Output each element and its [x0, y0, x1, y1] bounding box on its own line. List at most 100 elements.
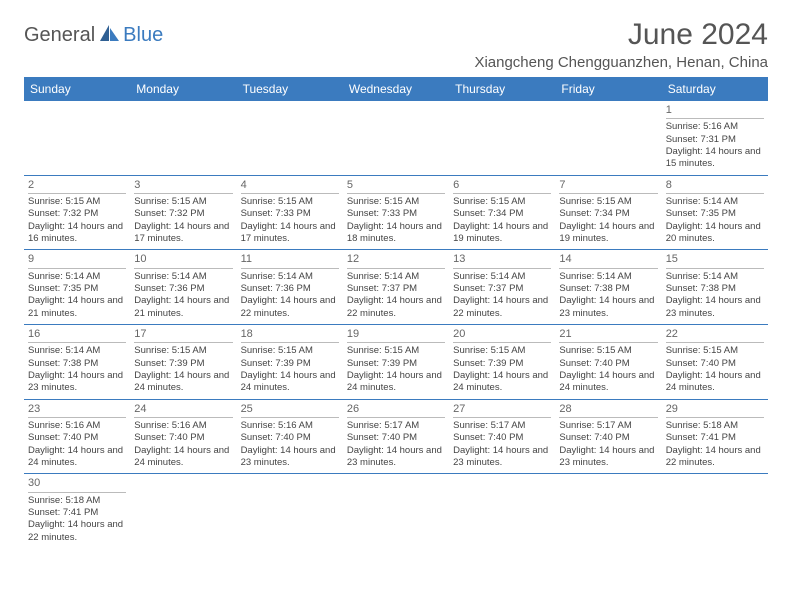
daylight-text: Daylight: 14 hours and 18 minutes. [347, 221, 445, 246]
sunrise-text: Sunrise: 5:15 AM [241, 196, 339, 208]
day-number: 27 [453, 402, 551, 418]
sunrise-text: Sunrise: 5:17 AM [347, 420, 445, 432]
sunrise-text: Sunrise: 5:15 AM [347, 345, 445, 357]
sunset-text: Sunset: 7:39 PM [347, 358, 445, 370]
calendar-row: 16Sunrise: 5:14 AMSunset: 7:38 PMDayligh… [24, 325, 768, 400]
weekday-header: Thursday [449, 77, 555, 101]
calendar-cell [130, 101, 236, 175]
sunset-text: Sunset: 7:40 PM [666, 358, 764, 370]
logo: General Blue [24, 18, 163, 47]
sunset-text: Sunset: 7:35 PM [28, 283, 126, 295]
sunrise-text: Sunrise: 5:16 AM [134, 420, 232, 432]
day-number: 10 [134, 252, 232, 268]
calendar-cell [343, 101, 449, 175]
daylight-text: Daylight: 14 hours and 22 minutes. [28, 519, 126, 544]
day-number: 26 [347, 402, 445, 418]
calendar-row: 30Sunrise: 5:18 AMSunset: 7:41 PMDayligh… [24, 474, 768, 548]
sunset-text: Sunset: 7:39 PM [134, 358, 232, 370]
day-number: 22 [666, 327, 764, 343]
calendar-cell: 1Sunrise: 5:16 AMSunset: 7:31 PMDaylight… [662, 101, 768, 175]
day-number: 2 [28, 178, 126, 194]
calendar-cell: 8Sunrise: 5:14 AMSunset: 7:35 PMDaylight… [662, 175, 768, 250]
title-block: June 2024 Xiangcheng Chengguanzhen, Hena… [474, 18, 768, 71]
sunset-text: Sunset: 7:31 PM [666, 134, 764, 146]
calendar-cell: 3Sunrise: 5:15 AMSunset: 7:32 PMDaylight… [130, 175, 236, 250]
day-number: 17 [134, 327, 232, 343]
daylight-text: Daylight: 14 hours and 15 minutes. [666, 146, 764, 171]
sunrise-text: Sunrise: 5:14 AM [241, 271, 339, 283]
sunrise-text: Sunrise: 5:14 AM [559, 271, 657, 283]
calendar-cell: 13Sunrise: 5:14 AMSunset: 7:37 PMDayligh… [449, 250, 555, 325]
daylight-text: Daylight: 14 hours and 23 minutes. [347, 445, 445, 470]
sunset-text: Sunset: 7:40 PM [453, 432, 551, 444]
sunrise-text: Sunrise: 5:15 AM [559, 345, 657, 357]
calendar-cell: 22Sunrise: 5:15 AMSunset: 7:40 PMDayligh… [662, 325, 768, 400]
calendar-cell: 4Sunrise: 5:15 AMSunset: 7:33 PMDaylight… [237, 175, 343, 250]
day-number: 18 [241, 327, 339, 343]
daylight-text: Daylight: 14 hours and 22 minutes. [241, 295, 339, 320]
sunset-text: Sunset: 7:40 PM [134, 432, 232, 444]
day-number: 8 [666, 178, 764, 194]
daylight-text: Daylight: 14 hours and 23 minutes. [666, 295, 764, 320]
calendar-row: 9Sunrise: 5:14 AMSunset: 7:35 PMDaylight… [24, 250, 768, 325]
calendar-cell [555, 474, 661, 548]
weekday-header: Sunday [24, 77, 130, 101]
sunrise-text: Sunrise: 5:14 AM [347, 271, 445, 283]
sunset-text: Sunset: 7:38 PM [559, 283, 657, 295]
sunrise-text: Sunrise: 5:15 AM [241, 345, 339, 357]
sunset-text: Sunset: 7:37 PM [347, 283, 445, 295]
day-number: 30 [28, 476, 126, 492]
sunrise-text: Sunrise: 5:16 AM [241, 420, 339, 432]
daylight-text: Daylight: 14 hours and 23 minutes. [241, 445, 339, 470]
sunrise-text: Sunrise: 5:15 AM [453, 196, 551, 208]
sunrise-text: Sunrise: 5:15 AM [666, 345, 764, 357]
day-number: 28 [559, 402, 657, 418]
weekday-header: Friday [555, 77, 661, 101]
day-number: 16 [28, 327, 126, 343]
sunset-text: Sunset: 7:41 PM [666, 432, 764, 444]
daylight-text: Daylight: 14 hours and 24 minutes. [453, 370, 551, 395]
calendar-cell: 2Sunrise: 5:15 AMSunset: 7:32 PMDaylight… [24, 175, 130, 250]
daylight-text: Daylight: 14 hours and 24 minutes. [134, 445, 232, 470]
calendar-cell: 5Sunrise: 5:15 AMSunset: 7:33 PMDaylight… [343, 175, 449, 250]
weekday-header: Monday [130, 77, 236, 101]
sunrise-text: Sunrise: 5:14 AM [134, 271, 232, 283]
calendar-cell [237, 474, 343, 548]
calendar-cell: 10Sunrise: 5:14 AMSunset: 7:36 PMDayligh… [130, 250, 236, 325]
sunset-text: Sunset: 7:34 PM [453, 208, 551, 220]
sunrise-text: Sunrise: 5:17 AM [453, 420, 551, 432]
sunset-text: Sunset: 7:35 PM [666, 208, 764, 220]
day-number: 4 [241, 178, 339, 194]
logo-text-general: General [24, 24, 95, 47]
sunset-text: Sunset: 7:38 PM [666, 283, 764, 295]
calendar-cell: 12Sunrise: 5:14 AMSunset: 7:37 PMDayligh… [343, 250, 449, 325]
sunrise-text: Sunrise: 5:15 AM [347, 196, 445, 208]
sunrise-text: Sunrise: 5:15 AM [453, 345, 551, 357]
header: General Blue June 2024 Xiangcheng Chengg… [24, 18, 768, 71]
sunrise-text: Sunrise: 5:14 AM [28, 271, 126, 283]
calendar-cell: 7Sunrise: 5:15 AMSunset: 7:34 PMDaylight… [555, 175, 661, 250]
calendar-cell: 25Sunrise: 5:16 AMSunset: 7:40 PMDayligh… [237, 399, 343, 474]
day-number: 15 [666, 252, 764, 268]
calendar-row: 2Sunrise: 5:15 AMSunset: 7:32 PMDaylight… [24, 175, 768, 250]
daylight-text: Daylight: 14 hours and 17 minutes. [134, 221, 232, 246]
calendar-cell: 11 Sunrise: 5:14 AMSunset: 7:36 PMDayligh… [237, 250, 343, 325]
sunset-text: Sunset: 7:32 PM [134, 208, 232, 220]
day-number: 7 [559, 178, 657, 194]
day-number: 11 [241, 252, 339, 268]
sunset-text: Sunset: 7:36 PM [134, 283, 232, 295]
day-number: 20 [453, 327, 551, 343]
daylight-text: Daylight: 14 hours and 21 minutes. [28, 295, 126, 320]
sunrise-text: Sunrise: 5:14 AM [666, 271, 764, 283]
sunset-text: Sunset: 7:36 PM [241, 283, 339, 295]
sunrise-text: Sunrise: 5:14 AM [28, 345, 126, 357]
sunset-text: Sunset: 7:40 PM [559, 432, 657, 444]
daylight-text: Daylight: 14 hours and 19 minutes. [453, 221, 551, 246]
sunset-text: Sunset: 7:40 PM [28, 432, 126, 444]
sunrise-text: Sunrise: 5:14 AM [666, 196, 764, 208]
day-number: 24 [134, 402, 232, 418]
day-number: 3 [134, 178, 232, 194]
sunset-text: Sunset: 7:32 PM [28, 208, 126, 220]
weekday-header: Tuesday [237, 77, 343, 101]
calendar-cell: 20Sunrise: 5:15 AMSunset: 7:39 PMDayligh… [449, 325, 555, 400]
